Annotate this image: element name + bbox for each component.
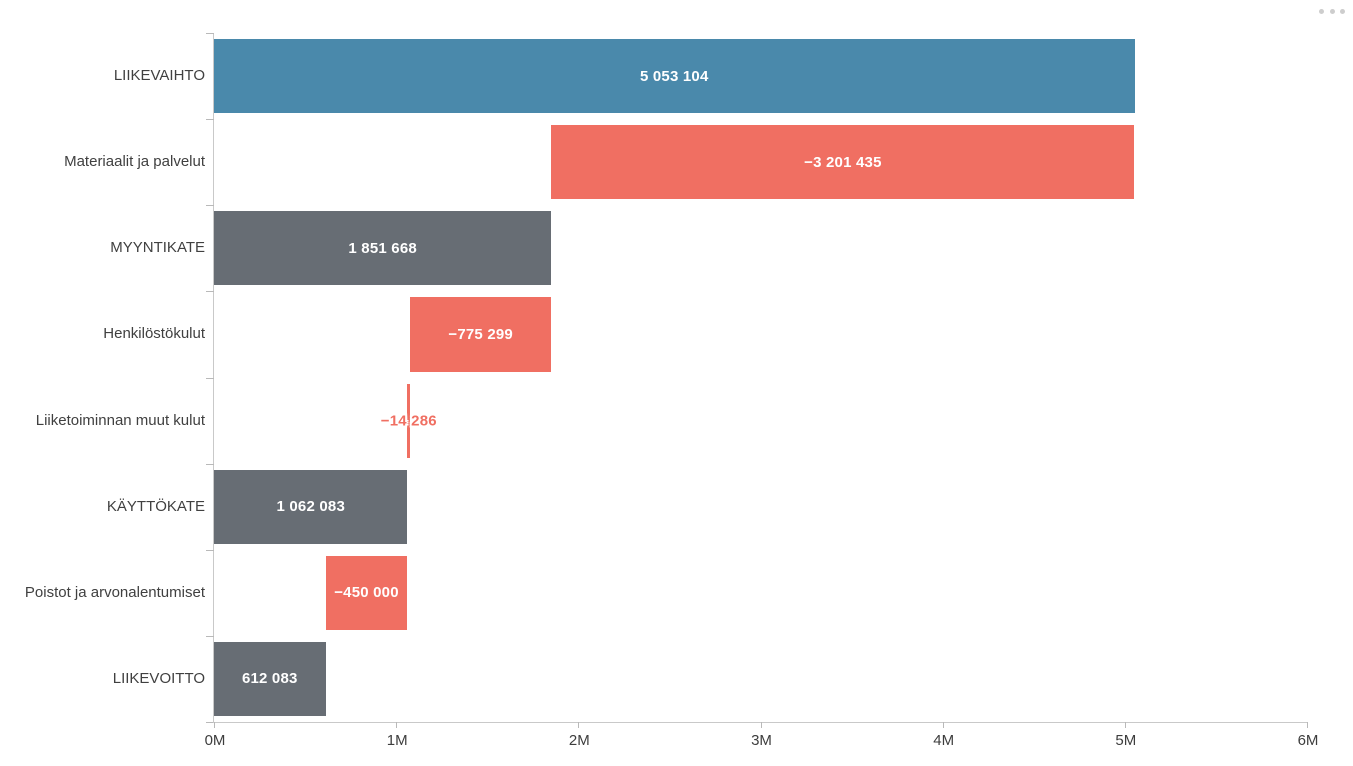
waterfall-bar[interactable]: [407, 383, 411, 458]
ellipsis-icon: [1340, 8, 1345, 14]
bar-value-label: −775 299: [448, 325, 513, 343]
x-axis-tick: [396, 722, 397, 728]
y-axis-tick: [206, 205, 214, 206]
waterfall-bar[interactable]: 612 083: [214, 641, 326, 716]
y-axis-tick: [206, 550, 214, 551]
x-axis-tick: [1307, 722, 1308, 728]
x-axis-tick: [214, 722, 215, 728]
x-axis-tick-label: 2M: [568, 732, 590, 749]
category-label: Materiaalit ja palvelut: [64, 153, 205, 171]
category-label: KÄYTTÖKATE: [106, 497, 205, 515]
category-label: Liiketoiminnan muut kulut: [35, 411, 205, 429]
y-axis-tick: [206, 636, 214, 637]
y-axis-line: [213, 33, 214, 722]
chart-options-menu-button[interactable]: [1319, 4, 1345, 18]
category-label: Henkilöstökulut: [103, 325, 205, 343]
y-axis-tick: [206, 291, 214, 292]
x-axis-tick: [1125, 722, 1126, 728]
x-axis-tick-label: 0M: [204, 732, 226, 749]
y-axis-tick: [206, 119, 214, 120]
x-axis-tick-label: 1M: [386, 732, 408, 749]
x-axis-tick: [943, 722, 944, 728]
y-axis-tick: [206, 464, 214, 465]
x-axis-tick-label: 6M: [1297, 732, 1319, 749]
x-axis-line: [213, 722, 1307, 723]
y-axis-tick: [206, 33, 214, 34]
category-label: LIIKEVAIHTO: [113, 67, 205, 85]
category-label: LIIKEVOITTO: [112, 669, 205, 687]
waterfall-bar[interactable]: 1 062 083: [214, 469, 408, 544]
x-axis-tick-label: 5M: [1115, 732, 1137, 749]
waterfall-bar[interactable]: −3 201 435: [551, 125, 1135, 200]
waterfall-bar[interactable]: −450 000: [325, 555, 408, 630]
waterfall-bar[interactable]: 1 851 668: [214, 211, 552, 286]
category-label: Poistot ja arvonalentumiset: [24, 583, 205, 601]
y-axis-tick: [206, 378, 214, 379]
y-axis-tick: [206, 722, 214, 723]
bar-value-label: −450 000: [334, 584, 399, 602]
x-axis-tick: [578, 722, 579, 728]
ellipsis-icon: [1319, 8, 1324, 14]
bar-value-label: −14 286: [380, 412, 437, 430]
waterfall-bar[interactable]: 5 053 104: [214, 39, 1135, 114]
x-axis-tick-label: 3M: [751, 732, 772, 749]
bar-value-label: 1 851 668: [348, 239, 417, 257]
x-axis-tick-label: 4M: [933, 732, 955, 749]
bar-value-label: 612 083: [241, 670, 298, 688]
x-axis-tick: [761, 722, 762, 728]
bar-value-label: 1 062 083: [276, 498, 345, 516]
ellipsis-icon: [1329, 8, 1335, 14]
bar-value-label: 5 053 104: [639, 67, 709, 85]
waterfall-bar[interactable]: −775 299: [410, 297, 552, 372]
category-label: MYYNTIKATE: [110, 239, 205, 257]
bar-value-label: −3 201 435: [804, 153, 882, 171]
